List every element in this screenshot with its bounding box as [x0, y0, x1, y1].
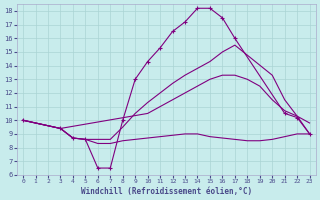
X-axis label: Windchill (Refroidissement éolien,°C): Windchill (Refroidissement éolien,°C) [81, 187, 252, 196]
